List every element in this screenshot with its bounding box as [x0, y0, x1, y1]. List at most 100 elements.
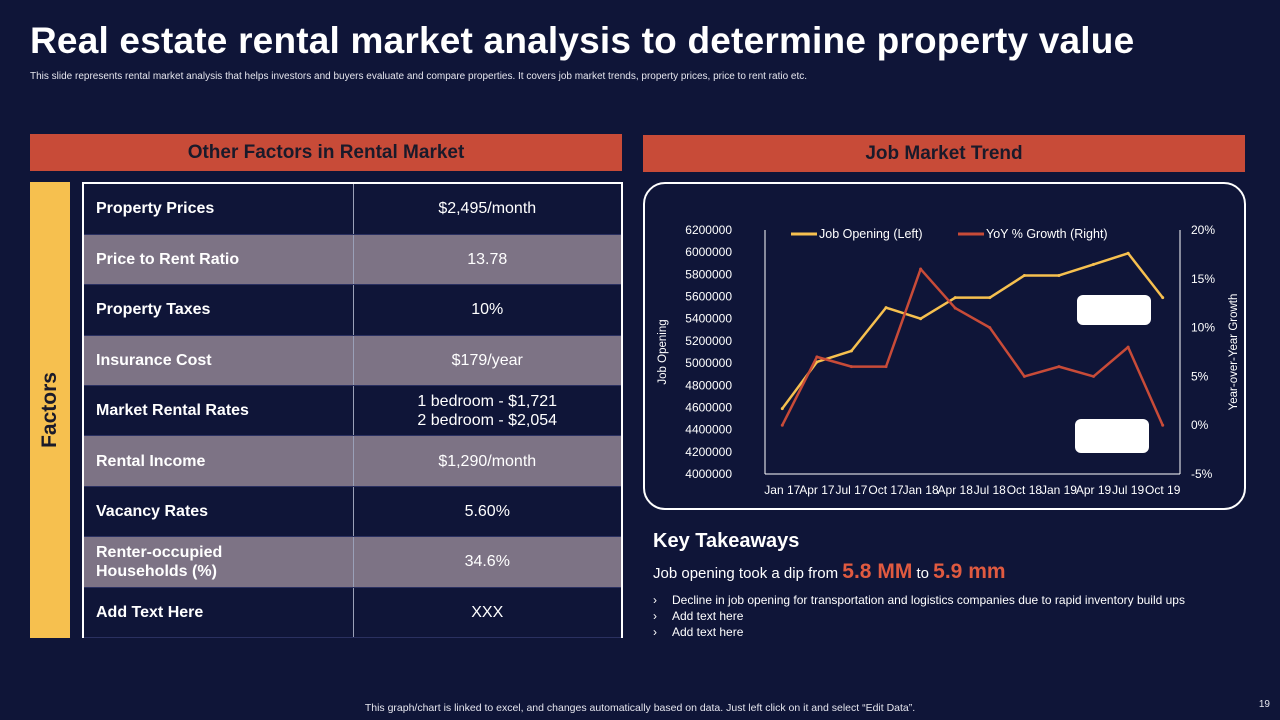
data-point	[1057, 365, 1061, 369]
row-value: 5.60%	[353, 486, 621, 538]
row-label: Insurance Cost	[84, 335, 354, 387]
job-opening-line	[781, 252, 1164, 410]
row-value: $1,290/month	[353, 435, 621, 487]
table-row: Vacancy Rates 5.60%	[84, 486, 621, 538]
callout-box	[1077, 295, 1151, 325]
y-left-tick-label: 5200000	[685, 334, 732, 348]
y-left-tick-label: 6000000	[685, 245, 732, 259]
row-label: Property Prices	[84, 184, 354, 235]
y-left-tick-label: 4200000	[685, 445, 732, 459]
row-label: Add Text Here	[84, 587, 354, 639]
row-value: XXX	[353, 587, 621, 639]
job-market-chart-panel[interactable]: 6200000 6000000 5800000 5600000 5400000 52000…	[643, 182, 1246, 510]
list-item: › Add text here	[653, 625, 1185, 641]
y-left-axis-title: Job Opening	[657, 319, 669, 384]
data-point	[988, 296, 992, 300]
y-right-tick-label: 5%	[1191, 369, 1209, 383]
y-left-tick-label: 6200000	[685, 223, 732, 237]
list-item: › Decline in job opening for transportati…	[653, 593, 1185, 609]
row-label: Renter-occupied Households (%)	[84, 536, 354, 588]
factors-side-bar: Factors	[30, 182, 70, 638]
bullet-text: Add text here	[672, 609, 744, 623]
summary-value-to: 5.9 mm	[933, 560, 1006, 583]
data-point	[1057, 273, 1061, 277]
row-value: 34.6%	[353, 536, 621, 588]
data-point	[953, 306, 957, 310]
data-point	[1092, 262, 1096, 266]
row-label-line-1: Renter-occupied	[96, 543, 223, 561]
y-right-axis-title: Year-over-Year Growth	[1228, 294, 1240, 411]
y-left-tick-label: 5400000	[685, 312, 732, 326]
x-tick-label: Jan 17	[764, 483, 800, 497]
data-point	[1092, 374, 1096, 378]
bullet-text: Decline in job opening for transportatio…	[672, 593, 1185, 607]
footer-note: This graph/chart is linked to excel, and…	[364, 702, 916, 714]
summary-value-from: 5.8 MM	[842, 560, 913, 583]
table-row: Property Prices $2,495/month	[84, 184, 621, 235]
takeaways-bullets: › Decline in job opening for transportati…	[653, 593, 1185, 641]
y-left-tick-label: 5600000	[685, 290, 732, 304]
y-left-tick-label: 4000000	[685, 467, 732, 481]
table-row: Property Taxes 10%	[84, 284, 621, 336]
data-point	[1161, 296, 1165, 300]
row-value: 1 bedroom - $1,721 2 bedroom - $2,054	[353, 385, 621, 437]
x-tick-label: Apr 17	[799, 483, 835, 497]
data-point	[884, 306, 888, 310]
table-row: Add Text Here XXX	[84, 587, 621, 639]
x-tick-label: Apr 18	[938, 483, 974, 497]
x-tick-label: Oct 19	[1145, 483, 1181, 497]
page-number: 19	[1258, 699, 1270, 710]
table-row: Insurance Cost $179/year	[84, 335, 621, 387]
data-point	[919, 267, 923, 271]
key-takeaways-summary: Job opening took a dip from 5.8 MM to 5.…	[653, 560, 1006, 584]
chevron-right-icon: ›	[653, 625, 657, 639]
data-point	[988, 326, 992, 330]
yoy-growth-line	[781, 267, 1164, 426]
data-point	[1126, 345, 1130, 349]
x-tick-label: Jan 19	[1041, 483, 1077, 497]
data-point	[815, 360, 819, 364]
data-point	[849, 349, 853, 353]
left-section-header: Other Factors in Rental Market	[30, 134, 622, 171]
row-label: Market Rental Rates	[84, 385, 354, 437]
row-label: Vacancy Rates	[84, 486, 354, 538]
x-tick-label: Oct 17	[868, 483, 904, 497]
y-left-tick-label: 4800000	[685, 378, 732, 392]
table-row: Rental Income $1,290/month	[84, 435, 621, 487]
data-point	[780, 423, 784, 427]
x-tick-label: Jul 17	[835, 483, 867, 497]
table-row: Renter-occupied Households (%) 34.6%	[84, 536, 621, 588]
chevron-right-icon: ›	[653, 593, 657, 607]
data-point	[884, 365, 888, 369]
callout-label: 5,807,196	[1088, 305, 1139, 317]
summary-prefix: Job opening took a dip from	[653, 565, 843, 582]
data-point	[780, 407, 784, 411]
bullet-text: Add text here	[672, 625, 744, 639]
row-value: 10%	[353, 284, 621, 336]
callout-label: 1.0%	[1099, 431, 1125, 443]
y-right-tick-label: 0%	[1191, 418, 1209, 432]
data-point	[1161, 423, 1165, 427]
data-point	[919, 317, 923, 321]
slide-title: Real estate rental market analysis to de…	[30, 20, 1135, 61]
y-right-tick-label: 20%	[1191, 223, 1215, 237]
x-tick-label: Oct 18	[1007, 483, 1043, 497]
callout-box	[1075, 419, 1149, 453]
y-left-tick-label: 5800000	[685, 267, 732, 281]
table-row: Price to Rent Ratio 13.78	[84, 234, 621, 286]
row-label-line-2: Households (%)	[96, 562, 217, 580]
data-point	[1022, 273, 1026, 277]
x-tick-label: Jul 19	[1112, 483, 1144, 497]
legend-label: Job Opening (Left)	[819, 227, 923, 241]
row-value-line-2: 2 bedroom - $2,054	[417, 411, 558, 429]
job-market-chart[interactable]: 6200000 6000000 5800000 5600000 5400000 52000…	[645, 184, 1248, 512]
summary-mid: to	[912, 565, 934, 582]
y-right-tick-label: 15%	[1191, 272, 1215, 286]
y-right-tick-label: -5%	[1191, 467, 1213, 481]
y-left-tick-label: 4600000	[685, 400, 732, 414]
chevron-right-icon: ›	[653, 609, 657, 623]
y-left-tick-label: 4400000	[685, 423, 732, 437]
legend-label: YoY % Growth (Right)	[986, 227, 1108, 241]
factors-table: Property Prices $2,495/month Price to Re…	[82, 182, 623, 639]
row-label: Rental Income	[84, 435, 354, 487]
